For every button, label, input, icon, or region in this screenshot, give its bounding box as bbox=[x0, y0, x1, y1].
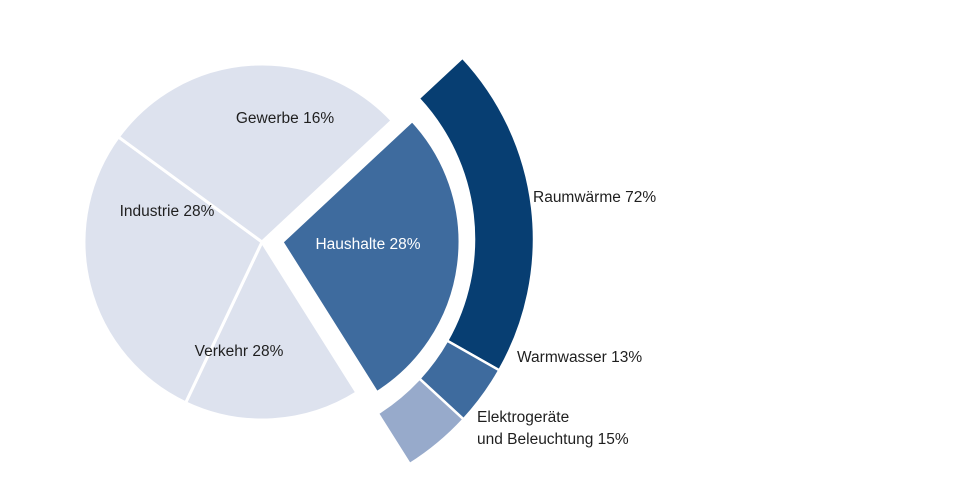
label-elektrogeraete-line2: und Beleuchtung 15% bbox=[477, 431, 629, 448]
pie-slice-verkehr bbox=[116, 62, 394, 244]
pie-layer bbox=[82, 62, 462, 422]
label-industrie: Industrie 28% bbox=[120, 203, 215, 220]
label-verkehr: Verkehr 28% bbox=[195, 343, 284, 360]
label-raumwaerme: Raumwärme 72% bbox=[533, 189, 656, 206]
label-warmwasser: Warmwasser 13% bbox=[517, 349, 642, 366]
ring-segment-elektrogeraete-und-beleuchtung bbox=[376, 376, 466, 466]
pie-slice-gewerbe bbox=[184, 240, 359, 422]
label-haushalte: Haushalte 28% bbox=[315, 236, 420, 253]
label-gewerbe: Gewerbe 16% bbox=[236, 110, 334, 127]
pie-slice-industrie bbox=[82, 135, 264, 405]
label-elektrogeraete-line1: Elektrogeräte bbox=[477, 409, 569, 426]
pie-slice-haushalte bbox=[280, 119, 462, 395]
breakdown-ring-layer bbox=[376, 55, 536, 466]
